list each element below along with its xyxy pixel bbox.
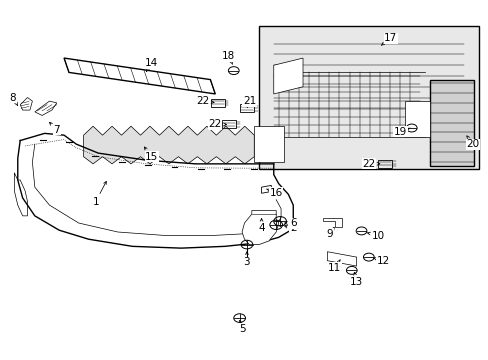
Text: 22: 22 [196, 96, 214, 106]
Text: 13: 13 [349, 272, 363, 287]
Polygon shape [14, 173, 27, 216]
Polygon shape [64, 58, 215, 94]
Text: 5: 5 [238, 320, 245, 334]
Text: 21: 21 [242, 96, 256, 108]
Text: 8: 8 [10, 93, 18, 105]
Text: 2: 2 [284, 224, 296, 233]
Text: 10: 10 [367, 231, 385, 240]
Polygon shape [261, 185, 271, 193]
Polygon shape [259, 26, 478, 169]
Text: 1: 1 [92, 181, 106, 207]
Polygon shape [327, 252, 356, 266]
Polygon shape [242, 211, 278, 244]
Text: 4: 4 [258, 219, 264, 233]
Polygon shape [35, 101, 57, 116]
Polygon shape [273, 58, 303, 94]
Bar [240, 104, 253, 112]
Text: 11: 11 [327, 260, 341, 273]
Text: 18: 18 [222, 51, 235, 64]
Polygon shape [254, 126, 283, 162]
Text: 3: 3 [243, 252, 250, 267]
Text: 15: 15 [144, 147, 158, 162]
Polygon shape [405, 101, 429, 137]
Text: 14: 14 [145, 58, 158, 71]
Polygon shape [20, 98, 32, 110]
Text: 22: 22 [362, 159, 379, 169]
Text: 9: 9 [326, 227, 333, 239]
Text: 12: 12 [373, 256, 389, 266]
Polygon shape [322, 218, 341, 226]
Bar [222, 121, 235, 129]
Bar [210, 99, 224, 107]
Text: 20: 20 [465, 136, 478, 149]
Text: 16: 16 [266, 188, 282, 198]
Polygon shape [429, 80, 473, 166]
Text: 22: 22 [208, 120, 226, 129]
Text: 17: 17 [381, 33, 397, 45]
Polygon shape [83, 126, 254, 164]
Text: 7: 7 [49, 122, 60, 135]
Text: 19: 19 [393, 127, 409, 136]
Text: 6: 6 [284, 218, 296, 228]
Bar [377, 160, 391, 168]
